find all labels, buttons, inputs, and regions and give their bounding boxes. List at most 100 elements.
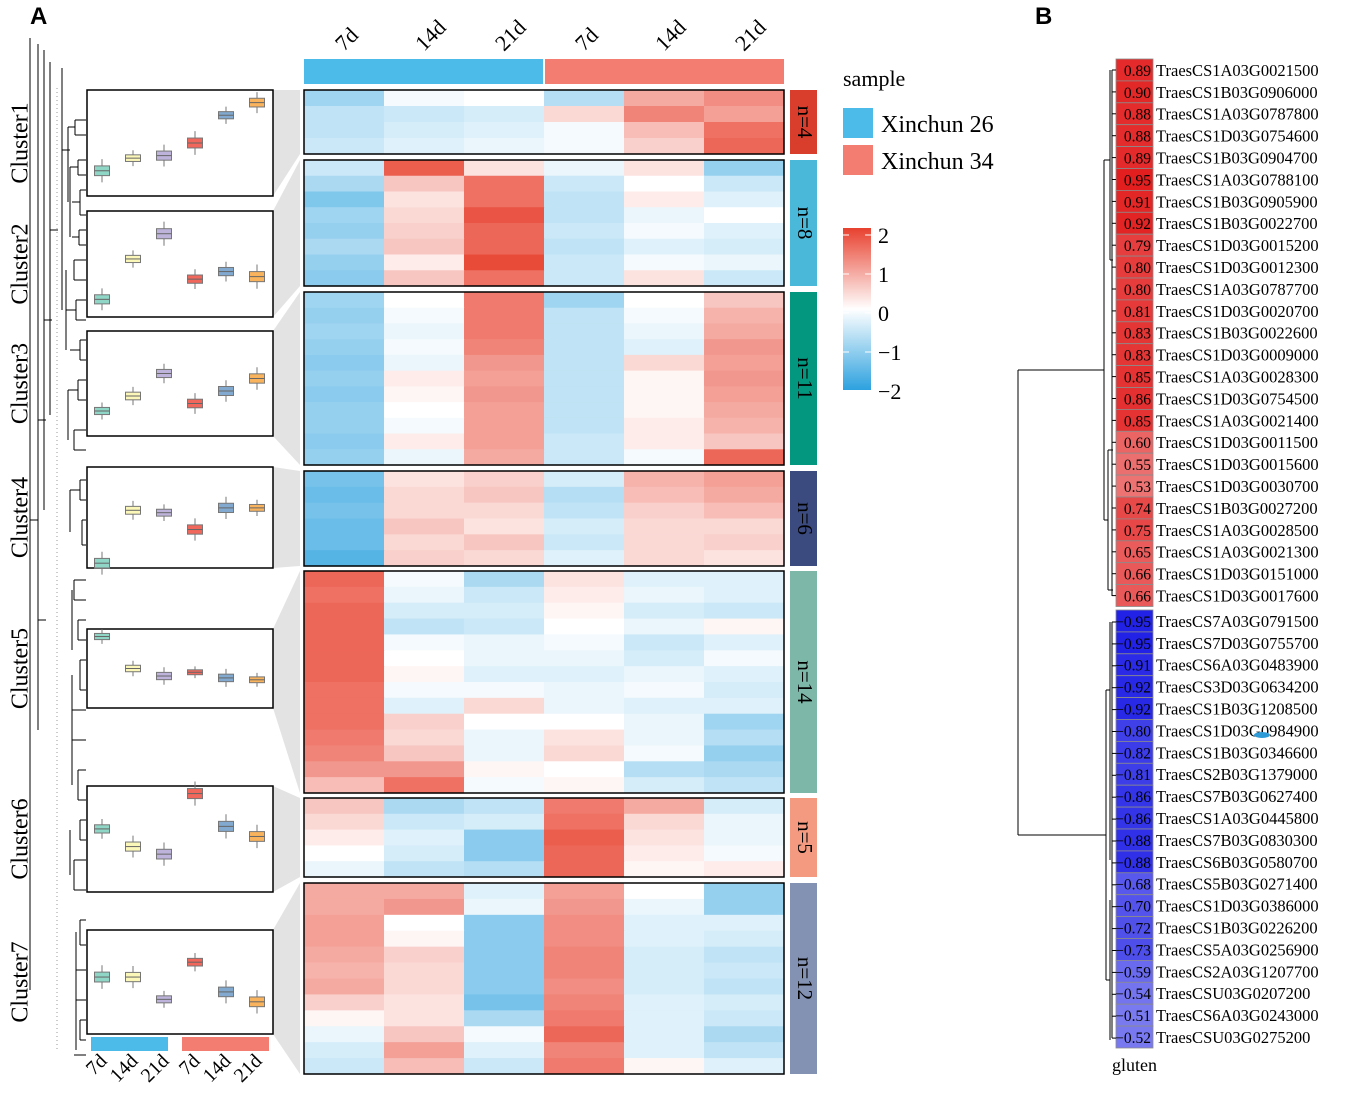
heatmap-cell bbox=[704, 845, 785, 862]
heatmap-cell bbox=[304, 898, 385, 916]
top-time-label: 7d bbox=[330, 22, 363, 55]
heatmap-cell bbox=[704, 586, 785, 604]
heatmap-cell bbox=[464, 813, 545, 831]
correlation-value: 0.83 bbox=[1124, 348, 1151, 365]
top-time-label: 7d bbox=[570, 22, 603, 55]
heatmap-cell bbox=[464, 618, 545, 636]
cluster-name: Cluster1 bbox=[8, 102, 34, 183]
cluster-color-bar bbox=[790, 571, 817, 793]
heatmap-cell bbox=[544, 1010, 625, 1027]
heatmap-cell bbox=[304, 339, 385, 356]
heatmap-cell bbox=[704, 323, 785, 340]
correlation-value: 0.53 bbox=[1124, 479, 1151, 496]
heatmap-cell bbox=[304, 191, 385, 208]
heatmap-cell bbox=[384, 994, 465, 1011]
heatmap-cell bbox=[624, 829, 705, 846]
heatmap-cell bbox=[544, 777, 625, 794]
heatmap-cell bbox=[384, 534, 465, 551]
heatmap-cell bbox=[704, 930, 785, 948]
cluster-frame bbox=[303, 570, 785, 794]
correlation-value: 0.65 bbox=[1124, 545, 1151, 562]
heatmap-cell bbox=[704, 354, 785, 372]
heatmap-cell bbox=[464, 518, 545, 535]
heatmap-cell bbox=[704, 106, 785, 123]
heatmap-cell bbox=[624, 449, 705, 466]
heatmap-cell bbox=[624, 883, 705, 900]
heatmap-cell bbox=[624, 106, 705, 123]
heatmap-cell bbox=[464, 292, 545, 309]
heatmap-cell bbox=[384, 666, 465, 683]
heatmap-cell bbox=[464, 502, 545, 520]
heatmap-cell bbox=[704, 417, 785, 435]
heatmap-cell bbox=[384, 1010, 465, 1027]
heatmap-cell bbox=[544, 486, 625, 504]
heatmap-cell bbox=[464, 386, 545, 403]
heatmap-cell bbox=[304, 160, 385, 177]
heatmap-cell bbox=[304, 1042, 385, 1059]
heatmap-cell bbox=[384, 486, 465, 504]
heatmap-cell bbox=[304, 713, 385, 731]
correlation-value: −0.59 bbox=[1115, 964, 1151, 981]
heatmap-cell bbox=[704, 697, 785, 715]
heatmap-cell bbox=[464, 323, 545, 340]
cluster-frame bbox=[303, 89, 785, 155]
cluster-color-bar bbox=[790, 883, 817, 1074]
heatmap-cell bbox=[464, 471, 545, 488]
heatmap-cell bbox=[704, 207, 785, 224]
correlation-value: 0.79 bbox=[1124, 238, 1151, 255]
heatmap-cell bbox=[464, 745, 545, 762]
legend-swatch-1 bbox=[843, 145, 873, 175]
heatmap-cell bbox=[544, 571, 625, 588]
heatmap-cell bbox=[704, 292, 785, 309]
heatmap-cell bbox=[304, 1010, 385, 1027]
heatmap-cell bbox=[704, 682, 785, 699]
heatmap-cell bbox=[544, 666, 625, 683]
heatmap-cell bbox=[464, 534, 545, 551]
heatmap-cell bbox=[464, 270, 545, 287]
correlation-value: −0.51 bbox=[1115, 1008, 1151, 1025]
heatmap-cell bbox=[304, 238, 385, 256]
bottom-time-label: 14d bbox=[106, 1050, 143, 1087]
heatmap-cell bbox=[304, 930, 385, 948]
heatmap-cell bbox=[624, 402, 705, 419]
cluster-name: Cluster5 bbox=[8, 628, 34, 709]
cluster-frame bbox=[303, 470, 785, 567]
colorbar-label: −1 bbox=[878, 340, 901, 365]
correlation-value: 0.83 bbox=[1124, 326, 1151, 343]
heatmap-cell bbox=[464, 160, 545, 177]
correlation-value: 0.89 bbox=[1124, 63, 1151, 80]
heatmap-cell bbox=[384, 207, 465, 224]
heatmap-cell bbox=[544, 861, 625, 878]
heatmap-cell bbox=[544, 292, 625, 309]
correlation-value: 0.75 bbox=[1124, 523, 1151, 540]
heatmap-cell bbox=[624, 370, 705, 387]
heatmap-cell bbox=[624, 292, 705, 309]
correlation-value: −0.95 bbox=[1115, 636, 1151, 653]
heatmap-cell bbox=[464, 1010, 545, 1027]
heatmap-cell bbox=[304, 270, 385, 287]
gene-label: TraesCS1D03G0015200 bbox=[1156, 236, 1319, 255]
heatmap-cell bbox=[304, 370, 385, 387]
correlation-value: 0.80 bbox=[1124, 282, 1151, 299]
heatmap-cell bbox=[384, 845, 465, 862]
heatmap-cell bbox=[544, 90, 625, 107]
heatmap-cell bbox=[624, 433, 705, 450]
gene-label: TraesCS2B03G1379000 bbox=[1156, 765, 1318, 784]
cluster-color-bar bbox=[790, 798, 817, 877]
heatmap-cell bbox=[544, 586, 625, 604]
heatmap-cell bbox=[384, 122, 465, 139]
heatmap-cell bbox=[384, 292, 465, 309]
heatmap-cell bbox=[544, 191, 625, 208]
heatmap-cell bbox=[624, 1026, 705, 1043]
cluster-name: Cluster2 bbox=[8, 223, 34, 304]
heatmap-cell bbox=[304, 518, 385, 535]
heatmap-cell bbox=[464, 650, 545, 667]
heatmap-cell bbox=[624, 323, 705, 340]
sample-bar-0 bbox=[304, 59, 543, 84]
heatmap-cell bbox=[304, 602, 385, 620]
heatmap-cell bbox=[464, 1042, 545, 1059]
heatmap-cell bbox=[624, 745, 705, 762]
correlation-value: −0.92 bbox=[1115, 702, 1151, 719]
correlation-value: 0.95 bbox=[1124, 172, 1151, 189]
